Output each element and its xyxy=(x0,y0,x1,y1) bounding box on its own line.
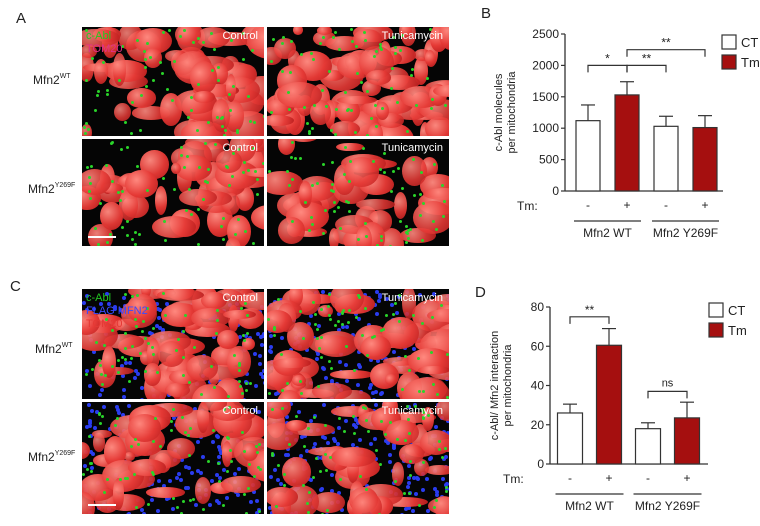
y-axis-label: c-Abl/ Mfn2 interaction per mitochondria xyxy=(489,331,514,440)
group-label: Mfn2 WT xyxy=(565,499,614,513)
condition-label: Control xyxy=(222,142,258,154)
tm-sign: - xyxy=(568,471,572,485)
tm-sign: - xyxy=(664,198,668,212)
legend-label-ct: CT xyxy=(741,35,758,50)
micrograph-a-y269f-tunicamycin: Tunicamycin xyxy=(267,139,449,246)
legend-label-tm: Tm xyxy=(728,323,747,338)
group-label: Mfn2 Y269F xyxy=(635,499,700,513)
group-label: Mfn2 WT xyxy=(583,226,632,240)
y-axis-label: c-Abl molecules per mitochondria xyxy=(493,71,518,154)
y-tick-label: 1000 xyxy=(532,121,559,135)
significance-label: ns xyxy=(662,377,674,389)
y-tick-label: 60 xyxy=(531,339,545,353)
micrograph-c-y269f-tunicamycin: Tunicamycin xyxy=(267,402,449,514)
micrograph-a-wt-tunicamycin: Tunicamycin xyxy=(267,27,449,136)
condition-label: Control xyxy=(222,405,258,417)
condition-label: Tunicamycin xyxy=(381,292,443,304)
row-label-mfn2-wt-a: Mfn2WT xyxy=(33,73,71,87)
significance-bracket xyxy=(626,49,706,57)
panel-letter-a: A xyxy=(16,10,27,27)
y-tick-label: 2000 xyxy=(532,58,559,72)
y-axis-label-line: c-Abl molecules xyxy=(493,73,505,151)
channel-label-tom20: TOM20 xyxy=(86,318,123,330)
y-axis-label-line: per mitochondria xyxy=(502,344,514,427)
y-tick-label: 500 xyxy=(539,153,559,167)
condition-label: Control xyxy=(222,30,258,42)
legend-label-ct: CT xyxy=(728,303,745,318)
tm-sign: + xyxy=(683,471,690,485)
panel-letter-d: D xyxy=(475,284,486,301)
bar-ct xyxy=(556,412,584,465)
legend-label-tm: Tm xyxy=(741,55,760,70)
tm-row-label: Tm: xyxy=(503,472,524,486)
y-tick-label: 80 xyxy=(531,300,545,314)
significance-label: ** xyxy=(585,303,595,317)
bar-ct xyxy=(575,120,601,192)
panel-letter-c: C xyxy=(10,278,21,295)
scale-bar xyxy=(88,504,116,506)
micrograph-c-y269f-control: Control xyxy=(82,402,264,514)
legend-swatch-ct xyxy=(708,302,724,318)
y-axis-label-line: c-Abl/ Mfn2 interaction xyxy=(489,331,501,440)
significance-label: ** xyxy=(642,51,652,65)
panel-letter-b: B xyxy=(481,5,492,22)
significance-label: * xyxy=(605,51,610,65)
channel-label-flag-mfn2: FLAG MFN2 xyxy=(86,305,148,317)
legend-swatch-tm xyxy=(721,54,737,70)
bar-tm xyxy=(595,344,623,465)
micrograph-c-wt-tunicamycin: Tunicamycin xyxy=(267,289,449,399)
y-tick-label: 0 xyxy=(552,184,559,198)
significance-bracket xyxy=(569,316,610,324)
significance-bracket xyxy=(647,390,688,399)
row-label-mfn2-y269f-a: Mfn2Y269F xyxy=(28,182,76,196)
tm-sign: + xyxy=(701,198,708,212)
tm-sign: + xyxy=(605,471,612,485)
condition-label: Tunicamycin xyxy=(381,142,443,154)
tm-sign: + xyxy=(623,198,630,212)
y-tick-label: 2500 xyxy=(532,27,559,41)
tm-sign: - xyxy=(646,471,650,485)
legend-swatch-tm xyxy=(708,322,724,338)
y-axis-label-line: per mitochondria xyxy=(506,71,518,154)
bar-chart-b: 0 500 1000 1500 2000 2500 c-Abl molecules per m… xyxy=(493,27,760,240)
significance-label: ** xyxy=(661,36,671,50)
bar-chart-d: 0 20 40 60 80 c-Abl/ Mfn2 interaction per mito… xyxy=(489,300,747,513)
bar-tm xyxy=(614,94,640,192)
condition-label: Control xyxy=(222,292,258,304)
condition-label: Tunicamycin xyxy=(381,30,443,42)
y-tick-label: 0 xyxy=(537,457,544,471)
row-label-mfn2-wt-c: Mfn2WT xyxy=(35,342,73,356)
micrograph-a-y269f-control: Control xyxy=(82,139,264,246)
micrograph-a-wt-control: c-Abl TOM20 Control xyxy=(82,27,264,136)
bar-tm xyxy=(692,126,718,192)
significance-bracket xyxy=(587,64,628,73)
channel-label-cabl: c-Abl xyxy=(86,30,112,42)
channel-label-tom20: TOM20 xyxy=(86,43,123,55)
channel-label-cabl: c-Abl xyxy=(86,292,112,304)
micrograph-c-wt-control: c-Abl FLAG MFN2 TOM20 Control xyxy=(82,289,264,399)
y-tick-label: 20 xyxy=(531,418,545,432)
tm-sign: - xyxy=(586,198,590,212)
bar-tm xyxy=(673,417,701,465)
tm-row-label: Tm: xyxy=(517,199,538,213)
group-label: Mfn2 Y269F xyxy=(653,226,718,240)
row-label-mfn2-y269f-c: Mfn2Y269F xyxy=(28,450,76,464)
y-tick-label: 40 xyxy=(531,379,545,393)
bar-ct xyxy=(634,428,662,465)
bar-ct xyxy=(653,125,679,192)
y-tick-label: 1500 xyxy=(532,90,559,104)
scale-bar xyxy=(88,236,116,238)
legend-swatch-ct xyxy=(721,34,737,50)
condition-label: Tunicamycin xyxy=(381,405,443,417)
significance-bracket xyxy=(626,64,667,73)
